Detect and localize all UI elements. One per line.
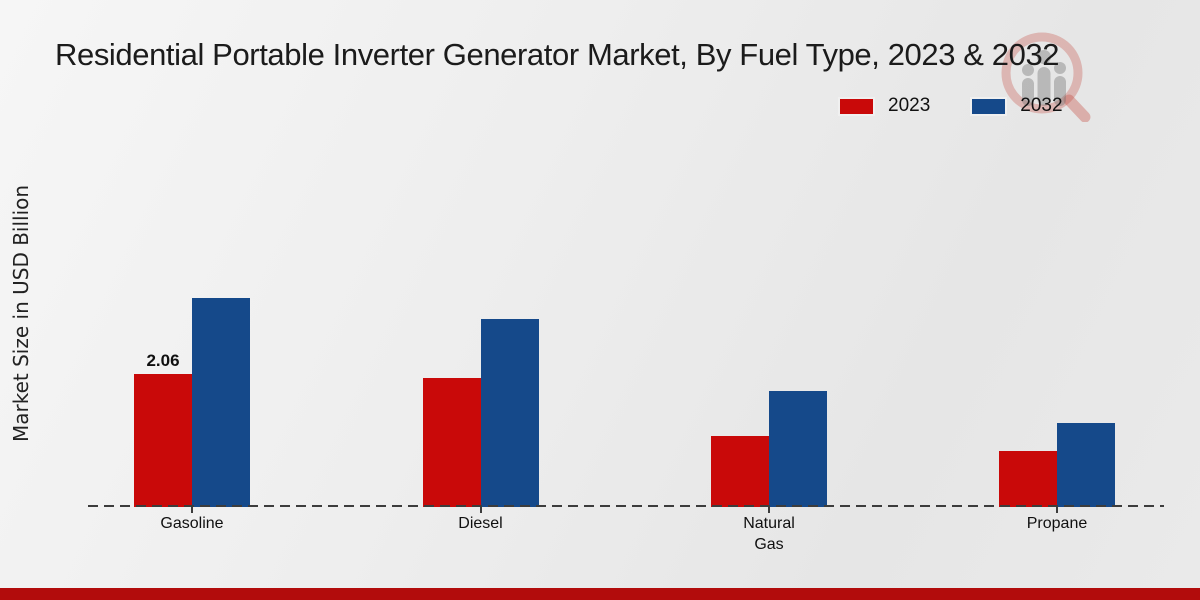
- x-axis-baseline: [88, 505, 1164, 507]
- bar-diesel-2032: [480, 318, 539, 507]
- legend-label-2032: 2032: [1020, 95, 1063, 116]
- x-tick-natural-gas: [768, 507, 770, 513]
- bottom-accent-stripe: [0, 588, 1200, 600]
- bar-natural-gas-2023: [711, 435, 769, 507]
- x-tick-diesel: [479, 507, 482, 513]
- bar-gasoline-2023: [134, 374, 192, 507]
- legend-item-2023: 2023: [838, 95, 930, 117]
- category-label-propane: Propane: [1026, 515, 1088, 532]
- category-label-natural-gas: Natural Gas: [743, 515, 795, 553]
- bar-propane-2032: [1057, 423, 1115, 507]
- legend-swatch-2023: [838, 96, 875, 116]
- watermark-magnifier-bar-chart-logo-icon: [992, 26, 1098, 127]
- y-axis-label: Market Size in USD Billion: [9, 184, 33, 442]
- category-label-gasoline: Gasoline: [160, 515, 224, 532]
- bar-value-label: 2.06: [146, 351, 180, 371]
- chart-title: Residential Portable Inverter Generator …: [55, 37, 1060, 72]
- legend-item-2032: 2032: [970, 95, 1063, 117]
- bar-gasoline-2032: [192, 297, 250, 507]
- category-label-diesel: Diesel: [458, 515, 503, 532]
- bar-propane-2023: [999, 450, 1057, 507]
- x-tick-propane: [1056, 507, 1058, 513]
- bar-natural-gas-2032: [769, 391, 827, 507]
- legend: 2023 2032: [838, 95, 1063, 117]
- legend-swatch-2032: [970, 96, 1008, 116]
- bar-diesel-2023: [422, 378, 481, 507]
- legend-label-2023: 2023: [888, 95, 931, 116]
- x-tick-gasoline: [191, 507, 193, 513]
